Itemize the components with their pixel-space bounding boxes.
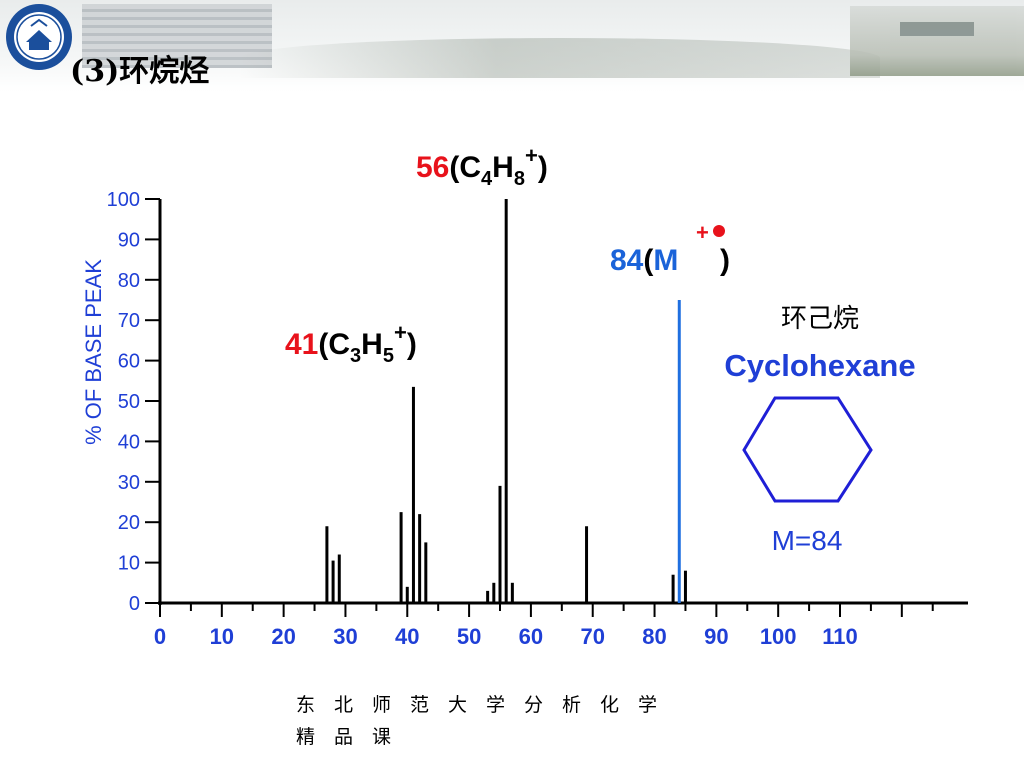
annotation-84-charge: +	[696, 220, 709, 245]
spectrum-peaks	[325, 199, 687, 603]
slide-title: (3)环烷烃	[70, 54, 210, 89]
x-tick-label: 0	[154, 624, 166, 649]
x-tick-label: 100	[760, 624, 797, 649]
annotation-41-mz: 41	[285, 328, 318, 361]
y-tick-label: 60	[118, 351, 140, 373]
y-axis-ticks: 0 10 20 30 40 50 60 70 80 90 100	[107, 189, 160, 615]
annotation-84-mz: 84	[610, 244, 644, 277]
footer-line-1: 东北师范大学分析化学	[296, 694, 677, 716]
x-tick-label: 70	[580, 624, 604, 649]
radical-dot-icon	[713, 225, 725, 237]
y-tick-label: 20	[118, 512, 140, 534]
banner-wave	[240, 38, 880, 78]
y-tick-label: 10	[118, 553, 140, 575]
annotation-peak-41: 41(C3H5+)	[285, 320, 417, 367]
x-tick-label: 60	[519, 624, 543, 649]
x-tick-label: 20	[271, 624, 295, 649]
university-seal-icon	[6, 4, 72, 70]
y-tick-label: 80	[118, 270, 140, 292]
cyclohexane-hexagon-icon	[742, 396, 873, 503]
chart-axes	[158, 199, 968, 605]
banner-building-left	[82, 4, 272, 68]
compound-name-cn: 环己烷	[781, 304, 859, 334]
annotation-peak-84: 84(M	[610, 244, 678, 277]
x-tick-label: 40	[395, 624, 419, 649]
campus-banner	[0, 0, 1024, 92]
y-tick-label: 30	[118, 472, 140, 494]
annotation-peak-56: 56(C4H8+)	[416, 143, 548, 190]
footer-line-2: 精品课	[296, 726, 411, 748]
y-tick-label: 50	[118, 391, 140, 413]
x-tick-label: 80	[642, 624, 666, 649]
y-tick-label: 0	[129, 593, 140, 615]
compound-mass: M=84	[772, 525, 843, 556]
y-tick-label: 70	[118, 310, 140, 332]
y-tick-label: 90	[118, 229, 140, 251]
x-tick-label: 110	[822, 624, 858, 649]
y-axis-label: % OF BASE PEAK	[81, 259, 106, 445]
annotation-84-close: )	[720, 244, 730, 277]
x-tick-label: 10	[210, 624, 234, 649]
x-tick-label: 30	[333, 624, 357, 649]
banner-gate	[850, 6, 1024, 76]
annotation-56-mz: 56	[416, 151, 449, 184]
x-tick-label: 50	[457, 624, 481, 649]
y-tick-label: 100	[107, 189, 140, 211]
x-tick-label: 90	[704, 624, 728, 649]
y-tick-label: 40	[118, 431, 140, 453]
compound-name-en: Cyclohexane	[724, 348, 915, 383]
x-axis-ticks: 0 10 20 30 40 50 60 70 80 90 100 110	[154, 603, 934, 649]
